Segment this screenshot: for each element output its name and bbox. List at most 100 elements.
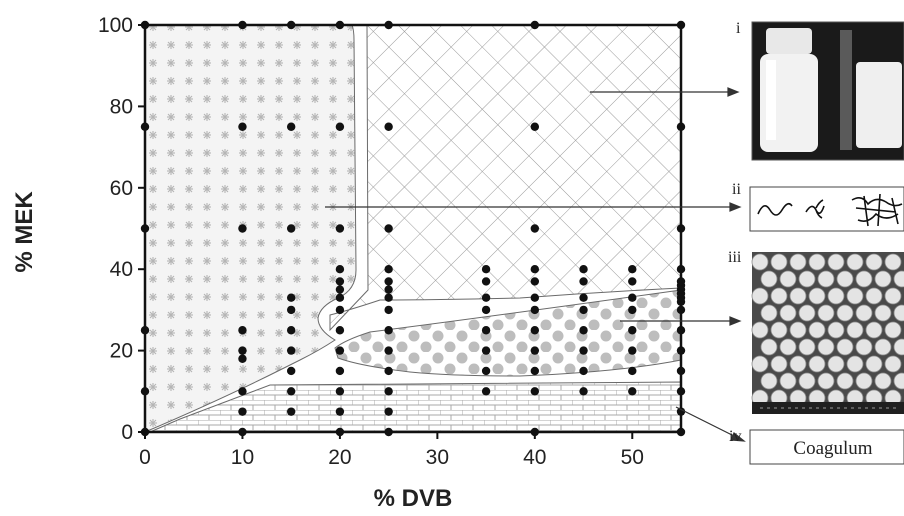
data-point xyxy=(286,387,296,396)
data-point xyxy=(676,265,686,274)
data-point xyxy=(628,277,637,286)
y-tick-label: 60 xyxy=(110,177,133,200)
microsphere xyxy=(817,270,835,288)
data-point xyxy=(579,265,588,274)
data-point xyxy=(384,285,393,294)
data-point xyxy=(335,366,345,376)
microsphere xyxy=(827,321,845,339)
data-point xyxy=(140,387,150,396)
microsphere xyxy=(808,287,826,305)
panel-iv-text: Coagulum xyxy=(793,438,872,459)
microsphere xyxy=(836,304,854,322)
x-tick-label: 30 xyxy=(426,446,449,469)
microsphere xyxy=(846,287,864,305)
microsphere xyxy=(827,287,845,305)
microsphere xyxy=(751,355,769,373)
data-point xyxy=(140,122,150,131)
data-point xyxy=(335,346,345,355)
microsphere xyxy=(808,253,826,271)
microsphere xyxy=(770,321,788,339)
data-point xyxy=(676,346,686,355)
microsphere xyxy=(855,270,873,288)
data-point xyxy=(676,20,686,30)
data-point xyxy=(579,277,588,286)
microsphere xyxy=(789,287,807,305)
microsphere xyxy=(760,304,778,322)
microsphere xyxy=(855,304,873,322)
microsphere xyxy=(798,372,816,390)
data-point xyxy=(286,20,296,30)
axis-ticks: 0 10 20 30 40 50 0 20 40 60 80 100 xyxy=(98,14,644,469)
data-point xyxy=(384,224,393,233)
panel-i-photo xyxy=(751,21,904,161)
data-point xyxy=(384,366,393,376)
data-point xyxy=(335,122,345,131)
data-point xyxy=(481,293,491,302)
data-point xyxy=(481,387,491,396)
y-tick-label: 20 xyxy=(110,340,133,363)
panel-ii-chains xyxy=(749,186,904,232)
data-point xyxy=(384,20,393,30)
data-point xyxy=(384,293,393,302)
microsphere xyxy=(789,253,807,271)
data-point xyxy=(628,326,637,335)
data-point xyxy=(238,387,247,396)
microsphere xyxy=(893,270,904,288)
microsphere xyxy=(808,321,826,339)
microsphere xyxy=(779,270,797,288)
data-point xyxy=(481,305,491,315)
microsphere xyxy=(798,304,816,322)
microsphere xyxy=(836,372,854,390)
data-point xyxy=(579,305,588,315)
microsphere xyxy=(751,253,769,271)
data-point xyxy=(335,285,345,294)
data-point xyxy=(384,305,393,315)
microsphere xyxy=(760,372,778,390)
data-point xyxy=(628,293,637,302)
microsphere xyxy=(865,253,883,271)
microsphere xyxy=(874,372,892,390)
microsphere xyxy=(760,338,778,356)
data-point xyxy=(481,366,491,376)
solid-block-icon xyxy=(856,62,902,148)
microsphere xyxy=(770,287,788,305)
data-point xyxy=(628,305,637,315)
microsphere xyxy=(779,304,797,322)
microsphere xyxy=(808,355,826,373)
microsphere xyxy=(874,270,892,288)
data-point xyxy=(238,122,247,131)
data-point xyxy=(530,293,540,302)
data-point xyxy=(384,122,393,131)
data-point xyxy=(530,326,540,335)
annotation-arrows xyxy=(325,87,746,442)
data-point xyxy=(530,387,540,396)
data-point xyxy=(384,346,393,355)
microsphere xyxy=(855,338,873,356)
data-point xyxy=(676,277,686,286)
arrow-iv xyxy=(675,406,743,441)
x-tick-label: 0 xyxy=(139,446,151,469)
network-chain-icon xyxy=(851,193,903,227)
microsphere xyxy=(846,321,864,339)
panel-iv-box xyxy=(749,429,904,465)
data-point xyxy=(481,265,491,274)
panel-iv-label: iv xyxy=(729,428,741,445)
panel-ii-label: ii xyxy=(732,181,741,198)
data-point xyxy=(384,265,393,274)
region-i-crosshatch xyxy=(329,24,682,332)
data-point xyxy=(238,354,247,363)
data-point xyxy=(628,265,637,274)
microsphere xyxy=(855,372,873,390)
data-point xyxy=(579,293,588,302)
data-point xyxy=(530,122,540,131)
data-point xyxy=(238,326,247,335)
data-point xyxy=(286,407,296,416)
data-point xyxy=(238,346,247,355)
data-point xyxy=(384,427,393,437)
data-point xyxy=(530,224,540,233)
microsphere xyxy=(865,321,883,339)
microsphere xyxy=(884,321,902,339)
data-point xyxy=(676,122,686,131)
microsphere xyxy=(884,287,902,305)
